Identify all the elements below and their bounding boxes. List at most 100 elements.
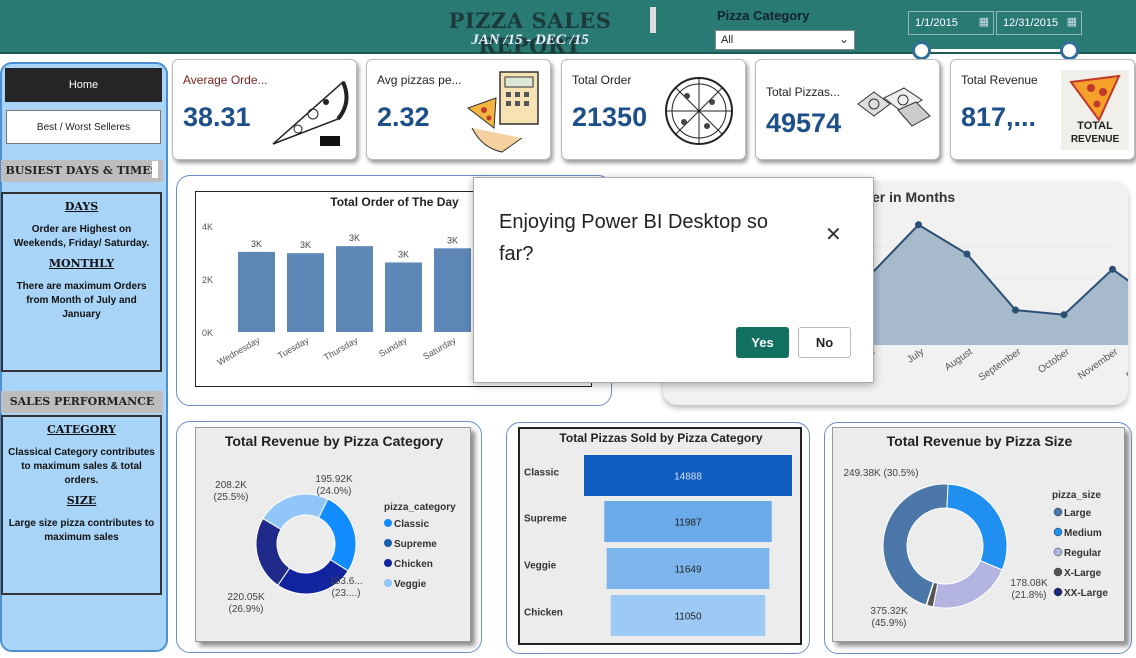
- legend-title: pizza_category: [384, 502, 456, 513]
- kpi-value: 21350: [572, 102, 648, 132]
- bar: [434, 248, 471, 332]
- legend-item: Classic: [394, 519, 429, 530]
- kpi-card-total-order: Total Order 21350: [561, 59, 746, 160]
- header-accent: [152, 161, 158, 178]
- no-button[interactable]: No: [798, 327, 851, 358]
- pizzas-sold-funnel[interactable]: 14888 Classic 11987 Supreme 11649 Veggie 11050…: [520, 429, 802, 645]
- legend-marker: [1053, 547, 1063, 557]
- x-tick-label: Thursday: [322, 335, 360, 363]
- data-point: [1012, 306, 1019, 314]
- pizza-boxes-icon: [857, 87, 931, 127]
- legend-marker: [384, 559, 392, 567]
- kpi-card-average-order: Average Orde... 38.31: [172, 59, 357, 160]
- calendar-icon[interactable]: ▦: [1066, 16, 1077, 28]
- kpi-label: Average Orde...: [183, 73, 268, 87]
- size-heading: SIZE: [66, 494, 97, 507]
- legend-item: Veggie: [394, 579, 427, 590]
- pizza-category-dropdown[interactable]: All ⌄: [715, 30, 855, 50]
- category-heading: CATEGORY: [47, 423, 116, 436]
- kpi-card-avg-pizzas: Avg pizzas pe... 2.32: [366, 59, 551, 160]
- sales-performance-box: CATEGORY Classical Category contributes …: [1, 415, 162, 595]
- yes-button[interactable]: Yes: [736, 327, 789, 358]
- category-text: Classical Category contributes to maximu…: [8, 447, 155, 486]
- funnel-bar: [584, 455, 792, 496]
- funnel-bar: [610, 595, 766, 636]
- kpi-card-total-revenue: Total Revenue 817,... TOTAL REVENUE: [950, 59, 1135, 160]
- legend-marker: [384, 579, 392, 587]
- donut-slice: [262, 493, 329, 530]
- donut-slice: [925, 581, 935, 606]
- kpi-value: 38.31: [183, 102, 251, 132]
- pizza-category-label: Pizza Category: [717, 8, 810, 23]
- month-area-chart[interactable]: uneJulyAugustSeptemberOctoberNovemberDec…: [663, 181, 1128, 405]
- bar-data-label: 3K: [349, 233, 360, 243]
- start-date-input[interactable]: 1/1/2015 ▦: [908, 11, 994, 35]
- legend-item: Regular: [1064, 548, 1101, 559]
- legend-item: Supreme: [394, 539, 437, 550]
- home-button[interactable]: Home: [5, 68, 162, 102]
- date-slider-end-handle[interactable]: [1060, 41, 1079, 60]
- legend-marker: [1053, 567, 1063, 577]
- legend-marker: [384, 539, 392, 547]
- x-tick-label: September: [977, 346, 1024, 383]
- best-worst-sellers-button[interactable]: Best / Worst Selleres: [6, 110, 161, 144]
- funnel-category-label: Veggie: [524, 561, 557, 572]
- busiest-days-box: DAYS Order are Highest on Weekends, Frid…: [1, 192, 162, 372]
- donut-slice: [882, 483, 949, 606]
- funnel-bar: [606, 548, 770, 589]
- x-tick-label: August: [943, 346, 975, 373]
- x-tick-label: Sunday: [377, 335, 409, 359]
- area-line: [857, 223, 1128, 316]
- funnel-data-label: 11649: [674, 565, 702, 576]
- data-point: [963, 250, 971, 258]
- data-point: [1109, 265, 1116, 273]
- pizza-slice-icon: [272, 80, 349, 146]
- legend-marker: [1053, 507, 1063, 517]
- funnel-category-label: Chicken: [524, 608, 563, 619]
- date-slider-start-handle[interactable]: [912, 41, 931, 60]
- date-range-slider-track[interactable]: [921, 49, 1071, 52]
- kpi-label: Avg pizzas pe...: [377, 73, 462, 87]
- report-title: PIZZA SALES REPORT: [448, 8, 612, 58]
- y-tick-label: 4K: [202, 222, 213, 232]
- data-point: [1060, 311, 1068, 319]
- donut-data-label: (45.9%): [871, 618, 906, 629]
- x-tick-label: Wednesday: [215, 335, 261, 368]
- monthly-heading: MONTHLY: [48, 257, 115, 270]
- revenue-size-donut[interactable]: 375.32K(45.9%) 249.38K (30.5%) 178.08K(21.…: [833, 428, 1126, 643]
- kpi-value: 817,...: [961, 102, 1037, 132]
- calendar-icon[interactable]: ▦: [978, 16, 989, 28]
- bar-data-label: 3K: [447, 235, 458, 245]
- x-tick-label: October: [1036, 346, 1072, 376]
- donut-data-label: 375.32K: [870, 606, 908, 617]
- kpi-value: 2.32: [377, 102, 430, 132]
- svg-text:REVENUE: REVENUE: [1071, 134, 1120, 145]
- x-tick-label: Saturday: [421, 335, 458, 362]
- pizzas-sold-title: Total Pizzas Sold by Pizza Category: [559, 431, 763, 445]
- kpi-label: Total Order: [572, 73, 632, 87]
- day-chart-title: Total Order of The Day: [330, 195, 459, 209]
- legend-item: Medium: [1064, 528, 1102, 539]
- data-point: [915, 221, 922, 229]
- funnel-bar: [604, 501, 772, 542]
- legend-marker: [384, 519, 392, 527]
- x-tick-label: November: [1076, 346, 1121, 382]
- legend-item: XX-Large: [1064, 588, 1108, 599]
- donut-slice: [317, 498, 357, 572]
- calculator-icon: [466, 71, 539, 153]
- svg-text:TOTAL: TOTAL: [1077, 120, 1113, 132]
- end-date-value: 12/31/2015: [1003, 17, 1059, 29]
- donut-data-label: (26.9%): [228, 604, 263, 615]
- feedback-dialog: Enjoying Power BI Desktop so far? ✕ Yes …: [473, 177, 874, 383]
- x-tick-label: Tuesday: [276, 335, 311, 361]
- donut-data-label: (21.8%): [1011, 590, 1046, 601]
- funnel-data-label: 11050: [674, 612, 702, 623]
- revenue-size-card: Total Revenue by Pizza Size 375.32K (45.9…: [832, 427, 1125, 642]
- donut-data-label: 178.08K: [1010, 578, 1048, 589]
- revenue-category-donut[interactable]: 220.05K(26.9%) 208.2K(25.5%) 195.92K(24.0%…: [196, 428, 472, 643]
- close-icon[interactable]: ✕: [825, 224, 842, 246]
- kpi-card-total-pizzas: Total Pizzas... 49574: [755, 59, 940, 160]
- end-date-input[interactable]: 12/31/2015 ▦: [996, 11, 1082, 35]
- whole-pizza-icon: [665, 77, 733, 145]
- funnel-data-label: 11987: [674, 518, 702, 529]
